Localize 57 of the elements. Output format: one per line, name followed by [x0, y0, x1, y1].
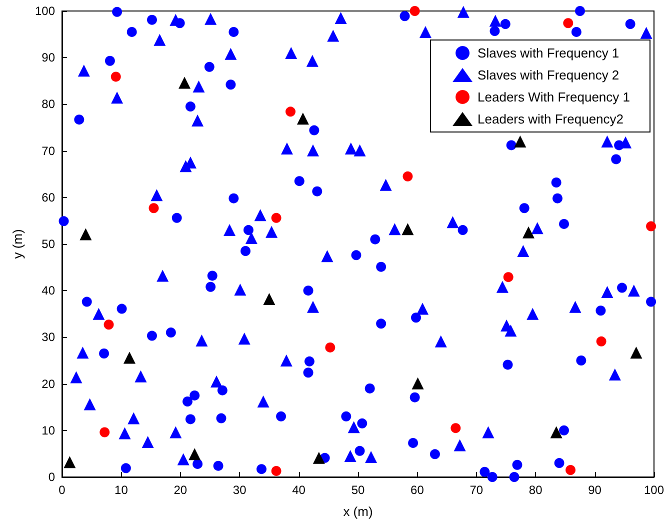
- point: [80, 228, 92, 240]
- point: [325, 342, 336, 352]
- point: [100, 427, 110, 438]
- x-tick-label: 60: [410, 483, 424, 497]
- point: [550, 426, 562, 438]
- point: [64, 456, 76, 468]
- point: [514, 135, 526, 148]
- y-tick-label: 50: [42, 237, 56, 251]
- x-tick-label: 0: [58, 483, 66, 497]
- x-tick-label: 40: [292, 483, 306, 497]
- y-tick-label: 60: [42, 190, 56, 204]
- legend-label: Slaves with Frequency 2: [478, 68, 620, 82]
- y-tick-label: 30: [42, 330, 56, 344]
- point: [110, 72, 121, 82]
- legend-label: Leaders With Frequency 1: [478, 90, 630, 104]
- point: [503, 272, 514, 282]
- point: [271, 212, 282, 223]
- x-tick-label: 70: [470, 483, 484, 497]
- y-tick-label: 10: [42, 423, 56, 438]
- point: [402, 223, 414, 236]
- point: [522, 226, 534, 238]
- point: [412, 377, 424, 390]
- point: [402, 171, 413, 182]
- point: [596, 336, 606, 346]
- point: [286, 106, 296, 117]
- y-tick-label: 40: [42, 284, 56, 298]
- point: [646, 221, 656, 232]
- x-tick-label: 30: [232, 483, 247, 497]
- point: [630, 346, 642, 359]
- point: [104, 320, 114, 330]
- point: [296, 112, 309, 125]
- y-tick-label: 90: [42, 50, 56, 65]
- x-tick-label: 10: [114, 483, 128, 497]
- point: [563, 18, 574, 28]
- y-tick-label: 100: [34, 4, 56, 18]
- y-tick-label: 0: [48, 470, 56, 484]
- point: [123, 352, 136, 364]
- point: [263, 292, 276, 305]
- x-axis-title: x (m): [343, 504, 373, 519]
- x-tick-label: 100: [644, 483, 664, 497]
- point: [450, 423, 461, 434]
- point: [566, 465, 576, 476]
- point: [178, 76, 191, 89]
- point: [410, 6, 420, 16]
- y-tick-label: 20: [42, 376, 56, 391]
- point: [188, 448, 201, 460]
- y-axis-title: y (m): [10, 229, 25, 259]
- y-tick-label: 70: [42, 144, 56, 158]
- x-tick-label: 20: [174, 483, 188, 497]
- x-tick-label: 50: [351, 483, 365, 497]
- y-tick-label: 80: [42, 97, 56, 112]
- legend-label: Leaders with Frequency2: [478, 112, 624, 126]
- legend-label: Slaves with Frequency 1: [478, 46, 620, 60]
- point: [271, 466, 282, 476]
- x-tick-label: 80: [528, 483, 543, 497]
- x-tick-label: 90: [588, 483, 602, 497]
- point: [148, 203, 159, 214]
